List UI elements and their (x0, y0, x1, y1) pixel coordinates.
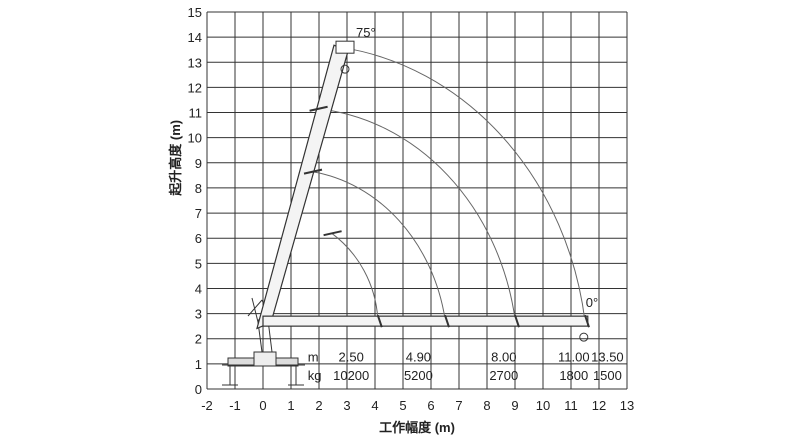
reach-arc (339, 46, 586, 322)
boom-angle-max-label: 75° (356, 25, 376, 40)
x-tick-label: 11 (564, 398, 578, 413)
boom-horizontal-joint (376, 314, 383, 328)
y-tick-label: 1 (195, 357, 202, 372)
boom-angle-min-label: 0° (586, 295, 598, 310)
hook-raised (340, 64, 350, 74)
x-tick-label: -2 (201, 398, 213, 413)
table-cell-radius: 4.90 (406, 349, 431, 364)
y-tick-label: 8 (195, 181, 202, 196)
boom-section-joint (309, 105, 328, 112)
chart-labels: 75° 0° (356, 25, 598, 310)
load-table: m kg 2.50 10200 4.90 5200 8.00 2700 11.00 180013.… (308, 349, 624, 383)
x-tick-label: 8 (483, 398, 490, 413)
y-axis-title: 起升高度 (m) (168, 120, 183, 197)
y-tick-label: 7 (195, 206, 202, 221)
reach-arc (311, 171, 446, 319)
reach-arc (317, 108, 516, 319)
x-tick-label: 6 (427, 398, 434, 413)
x-tick-label: 4 (371, 398, 378, 413)
table-cell-radius: 2.50 (339, 349, 364, 364)
x-tick-label: 2 (315, 398, 322, 413)
table-cell-load: 10200 (333, 368, 369, 383)
reach-arc (331, 232, 379, 319)
x-tick-label: 9 (511, 398, 518, 413)
y-tick-label: 15 (188, 5, 202, 20)
y-tick-label: 9 (195, 156, 202, 171)
y-tick-label: 14 (188, 30, 202, 45)
y-tick-label: 3 (195, 307, 202, 322)
x-tick-label: 10 (536, 398, 550, 413)
y-tick-label: 0 (195, 382, 202, 397)
boom-horizontal (262, 315, 589, 327)
table-label-load: kg (308, 368, 322, 383)
table-cell-radius: 8.00 (491, 349, 516, 364)
y-tick-label: 5 (195, 256, 202, 271)
table-cell-load: 5200 (404, 368, 433, 383)
y-tick-label: 13 (188, 55, 202, 70)
x-axis-title: 工作幅度 (m) (379, 420, 455, 435)
y-tick-label: 2 (195, 332, 202, 347)
boom-section-joint (303, 168, 323, 175)
y-tick-label: 12 (188, 80, 202, 95)
x-axis-ticks: -2 -1 0 1 2 3 4 5 6 7 8 9 10 11 12 13 (201, 398, 634, 413)
table-cell-radius: 13.50 (591, 349, 624, 364)
x-tick-label: 13 (620, 398, 634, 413)
x-tick-label: 12 (592, 398, 606, 413)
x-tick-label: 1 (287, 398, 294, 413)
table-cell-load: 1500 (593, 368, 622, 383)
boom-horizontal-joint (584, 314, 590, 328)
x-tick-label: -1 (229, 398, 241, 413)
y-tick-label: 10 (188, 131, 202, 146)
reach-arcs (311, 46, 586, 322)
table-label-radius: m (308, 349, 319, 364)
table-cell-radius: 11.00 (558, 349, 590, 364)
boom-horizontal-joint (514, 314, 520, 328)
table-cell-load: 2700 (489, 368, 518, 383)
x-tick-label: 5 (399, 398, 406, 413)
y-tick-label: 4 (195, 281, 202, 296)
y-tick-label: 6 (195, 231, 202, 246)
x-tick-label: 0 (259, 398, 266, 413)
x-tick-label: 3 (343, 398, 350, 413)
boom-horizontal-joint (444, 314, 450, 328)
hook-horizontal (579, 332, 589, 342)
boom-head (335, 40, 355, 54)
y-tick-label: 11 (189, 106, 203, 121)
boom-section-joint (323, 230, 342, 237)
crane-boom (256, 40, 590, 342)
x-tick-label: 7 (455, 398, 462, 413)
table-cell-load: 1800 (559, 368, 588, 383)
